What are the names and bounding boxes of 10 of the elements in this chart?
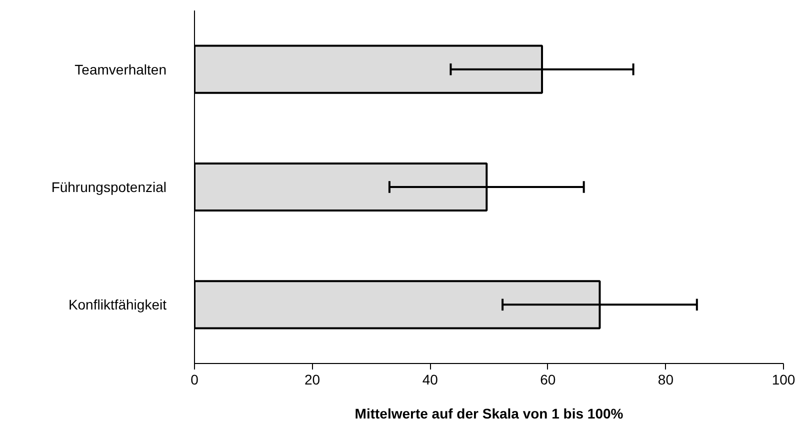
x-tick-label: 20: [304, 372, 320, 388]
y-tick-label: Führungspotenzial: [51, 179, 166, 195]
x-tick-label: 40: [422, 372, 438, 388]
x-tick-label: 0: [190, 372, 199, 388]
y-tick-label: Konfliktfähigkeit: [68, 296, 167, 313]
x-tick-label: 60: [540, 372, 556, 388]
x-axis-title: Mittelwerte auf der Skala von 1 bis 100%: [354, 406, 624, 422]
y-tick-label: Teamverhalten: [74, 61, 166, 78]
x-tick-label: 100: [772, 372, 796, 388]
x-tick-label: 80: [658, 372, 674, 388]
